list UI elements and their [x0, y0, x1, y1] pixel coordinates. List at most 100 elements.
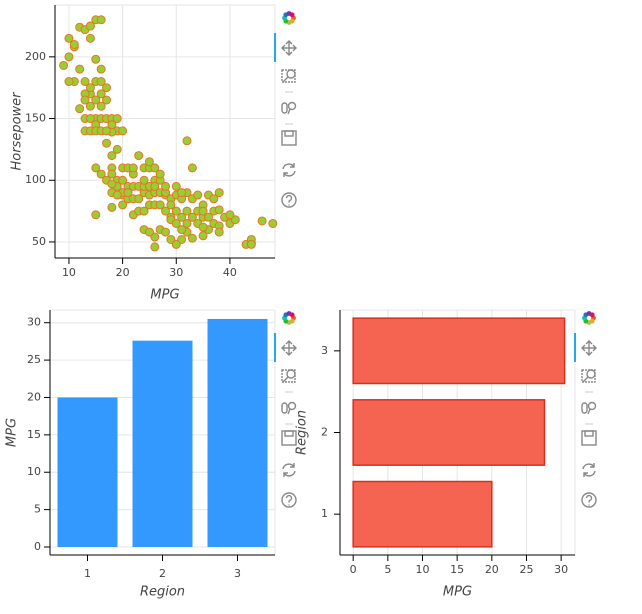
box-zoom-tool[interactable] — [281, 69, 296, 83]
point — [134, 151, 144, 161]
help-circle — [281, 192, 297, 208]
point — [139, 206, 149, 216]
y-tick-label: 25 — [27, 353, 41, 366]
zoom-lens — [286, 69, 296, 79]
help-tool[interactable] — [281, 492, 297, 508]
point — [64, 77, 74, 87]
wheel-zoom-tool[interactable] — [281, 101, 297, 115]
zoom-handle — [282, 76, 289, 83]
x-axis-label: MPG — [443, 585, 472, 600]
point — [69, 39, 79, 49]
point — [85, 114, 95, 124]
point — [166, 200, 176, 210]
point — [102, 138, 112, 148]
help-tool[interactable] — [581, 492, 597, 508]
y-tick-label: 3 — [321, 344, 328, 357]
pan-tool[interactable] — [281, 340, 297, 356]
save-tool[interactable] — [281, 130, 297, 146]
point — [257, 216, 267, 226]
x-tick-label: 20 — [485, 563, 499, 576]
point — [177, 212, 187, 222]
wheel-handle — [287, 108, 291, 115]
wheel-zoom-tool[interactable] — [581, 401, 597, 415]
reset-icon — [282, 163, 296, 177]
help-circle — [281, 492, 297, 508]
point — [177, 188, 187, 198]
y-tick-label: 15 — [27, 428, 41, 441]
plot: 0 5 10 15 20 25 30 1 2 3 Region MPG — [5, 309, 276, 600]
help-mark — [285, 194, 293, 206]
point — [102, 126, 112, 136]
zoom-lens — [286, 369, 296, 379]
point — [214, 188, 224, 198]
pan-tool[interactable] — [281, 40, 297, 56]
x-tick-label: 25 — [519, 563, 533, 576]
reset-icon — [582, 463, 596, 477]
y-tick-label: 0 — [34, 540, 41, 553]
pan-icon — [581, 340, 597, 356]
x-tick-label: 20 — [116, 266, 130, 279]
reset-icon — [282, 463, 296, 477]
bar — [132, 340, 193, 548]
reset-tool[interactable] — [282, 463, 296, 477]
wheel-zoom-tool[interactable] — [281, 401, 297, 415]
point — [144, 157, 154, 167]
reset-tool[interactable] — [582, 463, 596, 477]
save-slot — [584, 430, 594, 437]
help-tool[interactable] — [281, 192, 297, 208]
point — [209, 194, 219, 204]
save-tool[interactable] — [281, 430, 297, 446]
pan-tool[interactable] — [581, 340, 597, 356]
point — [150, 163, 160, 173]
point — [107, 120, 117, 130]
save-slot — [284, 430, 294, 437]
point — [91, 95, 101, 105]
toolbar — [274, 11, 297, 208]
wheel — [281, 402, 288, 414]
save-slot — [284, 130, 294, 137]
box-zoom-tool[interactable] — [581, 369, 596, 383]
point — [96, 89, 106, 99]
save-tool[interactable] — [581, 430, 597, 446]
point — [182, 218, 192, 228]
point — [123, 188, 133, 198]
point — [85, 101, 95, 111]
point — [96, 101, 106, 111]
box-zoom-tool[interactable] — [281, 369, 296, 383]
y-axis-label: MPG — [5, 418, 20, 447]
point — [64, 52, 74, 62]
help-mark — [285, 494, 293, 506]
point — [155, 169, 165, 179]
bar — [57, 397, 118, 548]
point — [107, 179, 117, 189]
wheel-handle — [287, 408, 291, 415]
x-axis-label: MPG — [150, 288, 179, 303]
point — [75, 104, 85, 114]
point — [118, 175, 128, 185]
point — [214, 227, 224, 237]
point — [171, 239, 181, 249]
pan-icon — [281, 40, 297, 56]
x-tick-label: 3 — [234, 567, 241, 580]
point — [91, 210, 101, 220]
save-icon — [581, 430, 597, 446]
point — [198, 222, 208, 232]
point — [96, 64, 106, 74]
x-tick-label: 2 — [159, 567, 166, 580]
y-axis-label: Horsepower — [10, 91, 25, 171]
point — [187, 233, 197, 243]
point — [198, 206, 208, 216]
plot: 50 100 150 200 10 20 30 40 MPG Horsepower — [10, 4, 278, 303]
wheel-lens — [587, 401, 597, 411]
point — [96, 169, 106, 179]
x-tick-label: 5 — [384, 563, 391, 576]
logo-dot — [289, 12, 295, 18]
x-tick-label: 10 — [62, 266, 76, 279]
point — [112, 114, 122, 124]
reset-tool[interactable] — [282, 163, 296, 177]
wheel-lens — [287, 101, 297, 111]
point — [139, 175, 149, 185]
y-axis-label: Region — [295, 410, 310, 455]
y-tick-label: 1 — [321, 507, 328, 520]
